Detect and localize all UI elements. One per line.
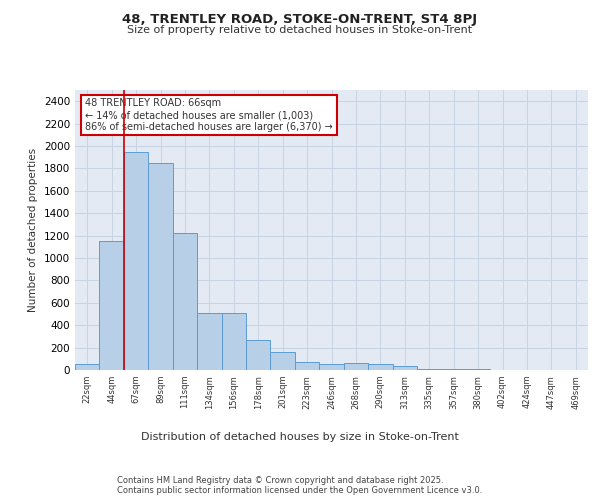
Text: Distribution of detached houses by size in Stoke-on-Trent: Distribution of detached houses by size … xyxy=(141,432,459,442)
Text: Contains HM Land Registry data © Crown copyright and database right 2025.
Contai: Contains HM Land Registry data © Crown c… xyxy=(118,476,482,495)
Bar xyxy=(197,313,221,370)
Bar xyxy=(271,352,295,370)
Bar xyxy=(368,364,392,370)
Bar xyxy=(319,364,344,370)
Text: 48, TRENTLEY ROAD, STOKE-ON-TRENT, ST4 8PJ: 48, TRENTLEY ROAD, STOKE-ON-TRENT, ST4 8… xyxy=(122,12,478,26)
Bar xyxy=(246,340,271,370)
Bar xyxy=(124,152,148,370)
Text: Size of property relative to detached houses in Stoke-on-Trent: Size of property relative to detached ho… xyxy=(127,25,473,35)
Bar xyxy=(75,364,100,370)
Bar xyxy=(392,366,417,370)
Bar xyxy=(295,362,319,370)
Bar xyxy=(173,234,197,370)
Bar xyxy=(442,369,466,370)
Text: 48 TRENTLEY ROAD: 66sqm
← 14% of detached houses are smaller (1,003)
86% of semi: 48 TRENTLEY ROAD: 66sqm ← 14% of detache… xyxy=(85,98,333,132)
Bar xyxy=(100,241,124,370)
Bar xyxy=(148,163,173,370)
Y-axis label: Number of detached properties: Number of detached properties xyxy=(28,148,38,312)
Bar xyxy=(221,313,246,370)
Bar xyxy=(417,368,442,370)
Bar xyxy=(344,364,368,370)
